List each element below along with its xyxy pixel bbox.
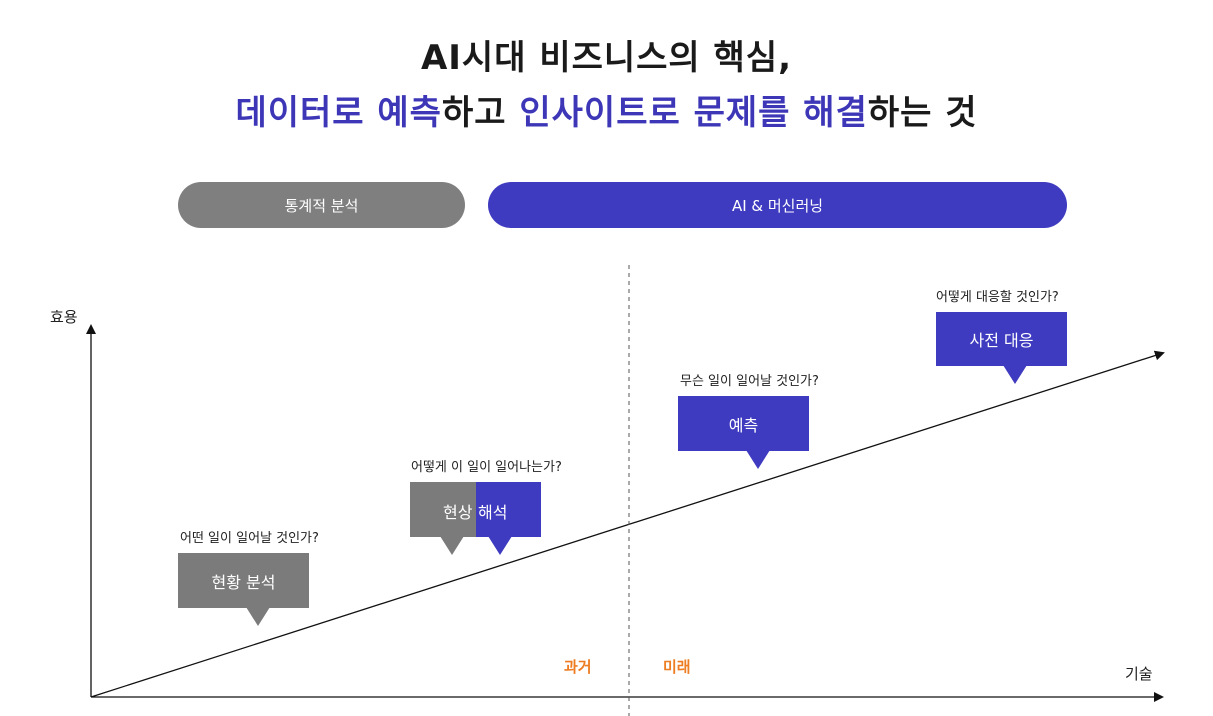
stage3-question: 무슨 일이 일어날 것인가? [680,374,819,389]
stage3-label: 예측 [728,415,759,435]
stage2-callout-pointer-blue [488,536,512,555]
stage4-question: 어떻게 대응할 것인가? [936,290,1059,305]
stage1-label: 현황 분석 [211,572,276,592]
stage2-callout-pointer-gray [440,536,464,555]
stage3-callout: 예측 [678,396,809,451]
phase-statistical-analysis: 통계적 분석 [178,182,465,228]
x-axis-label: 기술 [1125,665,1153,683]
stage1-callout: 현황 분석 [178,553,309,608]
phase-ai-machine-learning: AI & 머신러닝 [488,182,1067,228]
stage2-callout-right [476,482,541,537]
stage4-callout: 사전 대응 [936,312,1067,366]
stage2-question: 어떻게 이 일이 일어나는가? [411,460,562,475]
headline-ending: 하는 것 [867,93,978,133]
stage4-callout-pointer [1003,365,1027,384]
headline-highlight-insight: 인사이트로 문제를 해결 [519,93,868,133]
headline-highlight-predict: 데이터로 예측 [235,93,442,133]
stage4-label: 사전 대응 [969,331,1034,350]
stage2-label-part2: 해석 [478,503,508,522]
trend-line [90,350,1165,698]
stage2-label-part1: 현상 [443,503,473,522]
era-past-label: 과거 [564,658,592,676]
y-axis-label: 효용 [50,308,78,326]
headline-line2: 데이터로 예측하고 인사이트로 문제를 해결하는 것 [0,85,1213,134]
era-future-label: 미래 [663,658,691,676]
headline-connector: 하고 [441,93,520,133]
stage2-callout-left [410,482,476,537]
stage1-question: 어떤 일이 일어날 것인가? [180,531,319,546]
stage1-callout-pointer [246,607,270,626]
headline-line1: AI시대 비즈니스의 핵심, [420,38,793,78]
stage3-callout-pointer [746,450,770,469]
